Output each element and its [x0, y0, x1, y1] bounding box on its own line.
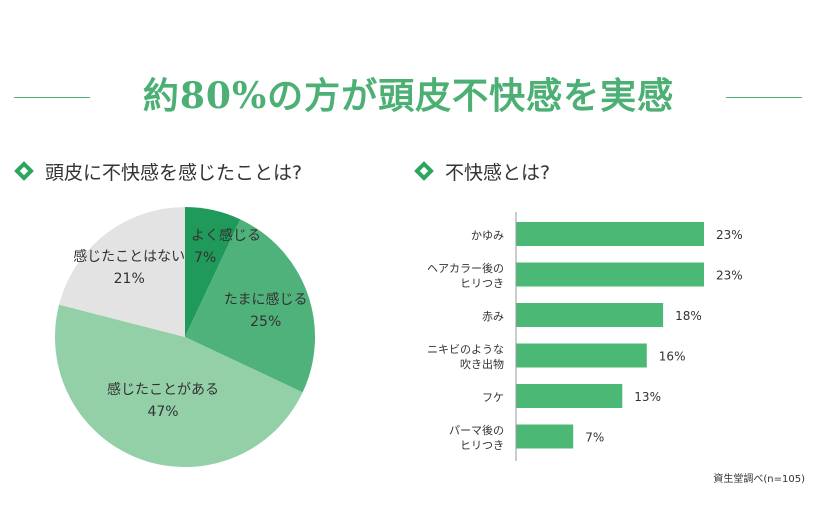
- bar: [516, 262, 704, 287]
- pie-slice-value-label: 7%: [194, 250, 216, 266]
- bar: [516, 424, 574, 449]
- header-rule-left: [14, 97, 90, 98]
- bar: [516, 384, 623, 408]
- pie-slice-value-label: 21%: [114, 271, 145, 287]
- bar: [516, 303, 664, 327]
- bar-category-label: フケ: [482, 391, 504, 404]
- diamond-bullet-icon: [14, 161, 34, 181]
- bar-category-label: ヒリつき: [460, 439, 504, 452]
- pie-slice-label: 感じたことはない: [73, 248, 185, 265]
- pie-slice: [54, 304, 303, 468]
- pie-slice-label: たまに感じる: [224, 291, 308, 308]
- bar-category-label: 吹き出物: [460, 357, 504, 371]
- bar-value-label: 23%: [716, 269, 743, 283]
- bar-value-label: 13%: [634, 390, 661, 404]
- bar-category-label: かゆみ: [471, 229, 504, 242]
- bar-category-label: ニキビのような: [427, 343, 504, 356]
- bar-section-heading: 不快感とは?: [412, 156, 550, 186]
- source-note: 資生堂調べ(n=105): [713, 474, 805, 485]
- bar-value-label: 16%: [659, 350, 686, 364]
- bar-value-label: 23%: [716, 228, 743, 242]
- bar-category-label: 赤み: [482, 310, 504, 323]
- pie-slice: [185, 219, 316, 393]
- bar-section-heading-label: 不快感とは?: [445, 161, 551, 184]
- bar: [516, 222, 704, 246]
- bar-category-label: ヒリつき: [460, 277, 504, 290]
- pie-slice-label: 感じたことがある: [107, 381, 219, 398]
- pie-slice-label: よく感じる: [191, 227, 261, 244]
- pie-section-heading: 頭皮に不快感を感じたことは?: [12, 156, 302, 186]
- bar-category-label: ヘアカラー後の: [427, 261, 504, 275]
- bar-value-label: 7%: [585, 431, 604, 445]
- pie-slice: [185, 207, 241, 337]
- bar-category-label: パーマ後の: [449, 423, 504, 437]
- bar: [516, 343, 647, 368]
- pie-slice-value-label: 25%: [250, 314, 281, 330]
- pie-slice: [59, 207, 185, 337]
- diamond-bullet-icon: [414, 161, 434, 181]
- pie-slice-value-label: 47%: [147, 404, 178, 420]
- page-title: 約80%の方が頭皮不快感を実感: [142, 75, 675, 117]
- pie-chart: よく感じる 7% たまに感じる 25% 感じたことがある 47% 感じたことはない 21%: [54, 207, 316, 468]
- bar-value-label: 18%: [675, 309, 702, 323]
- pie-section-heading-label: 頭皮に不快感を感じたことは?: [45, 161, 303, 184]
- header-rule-right: [726, 97, 802, 98]
